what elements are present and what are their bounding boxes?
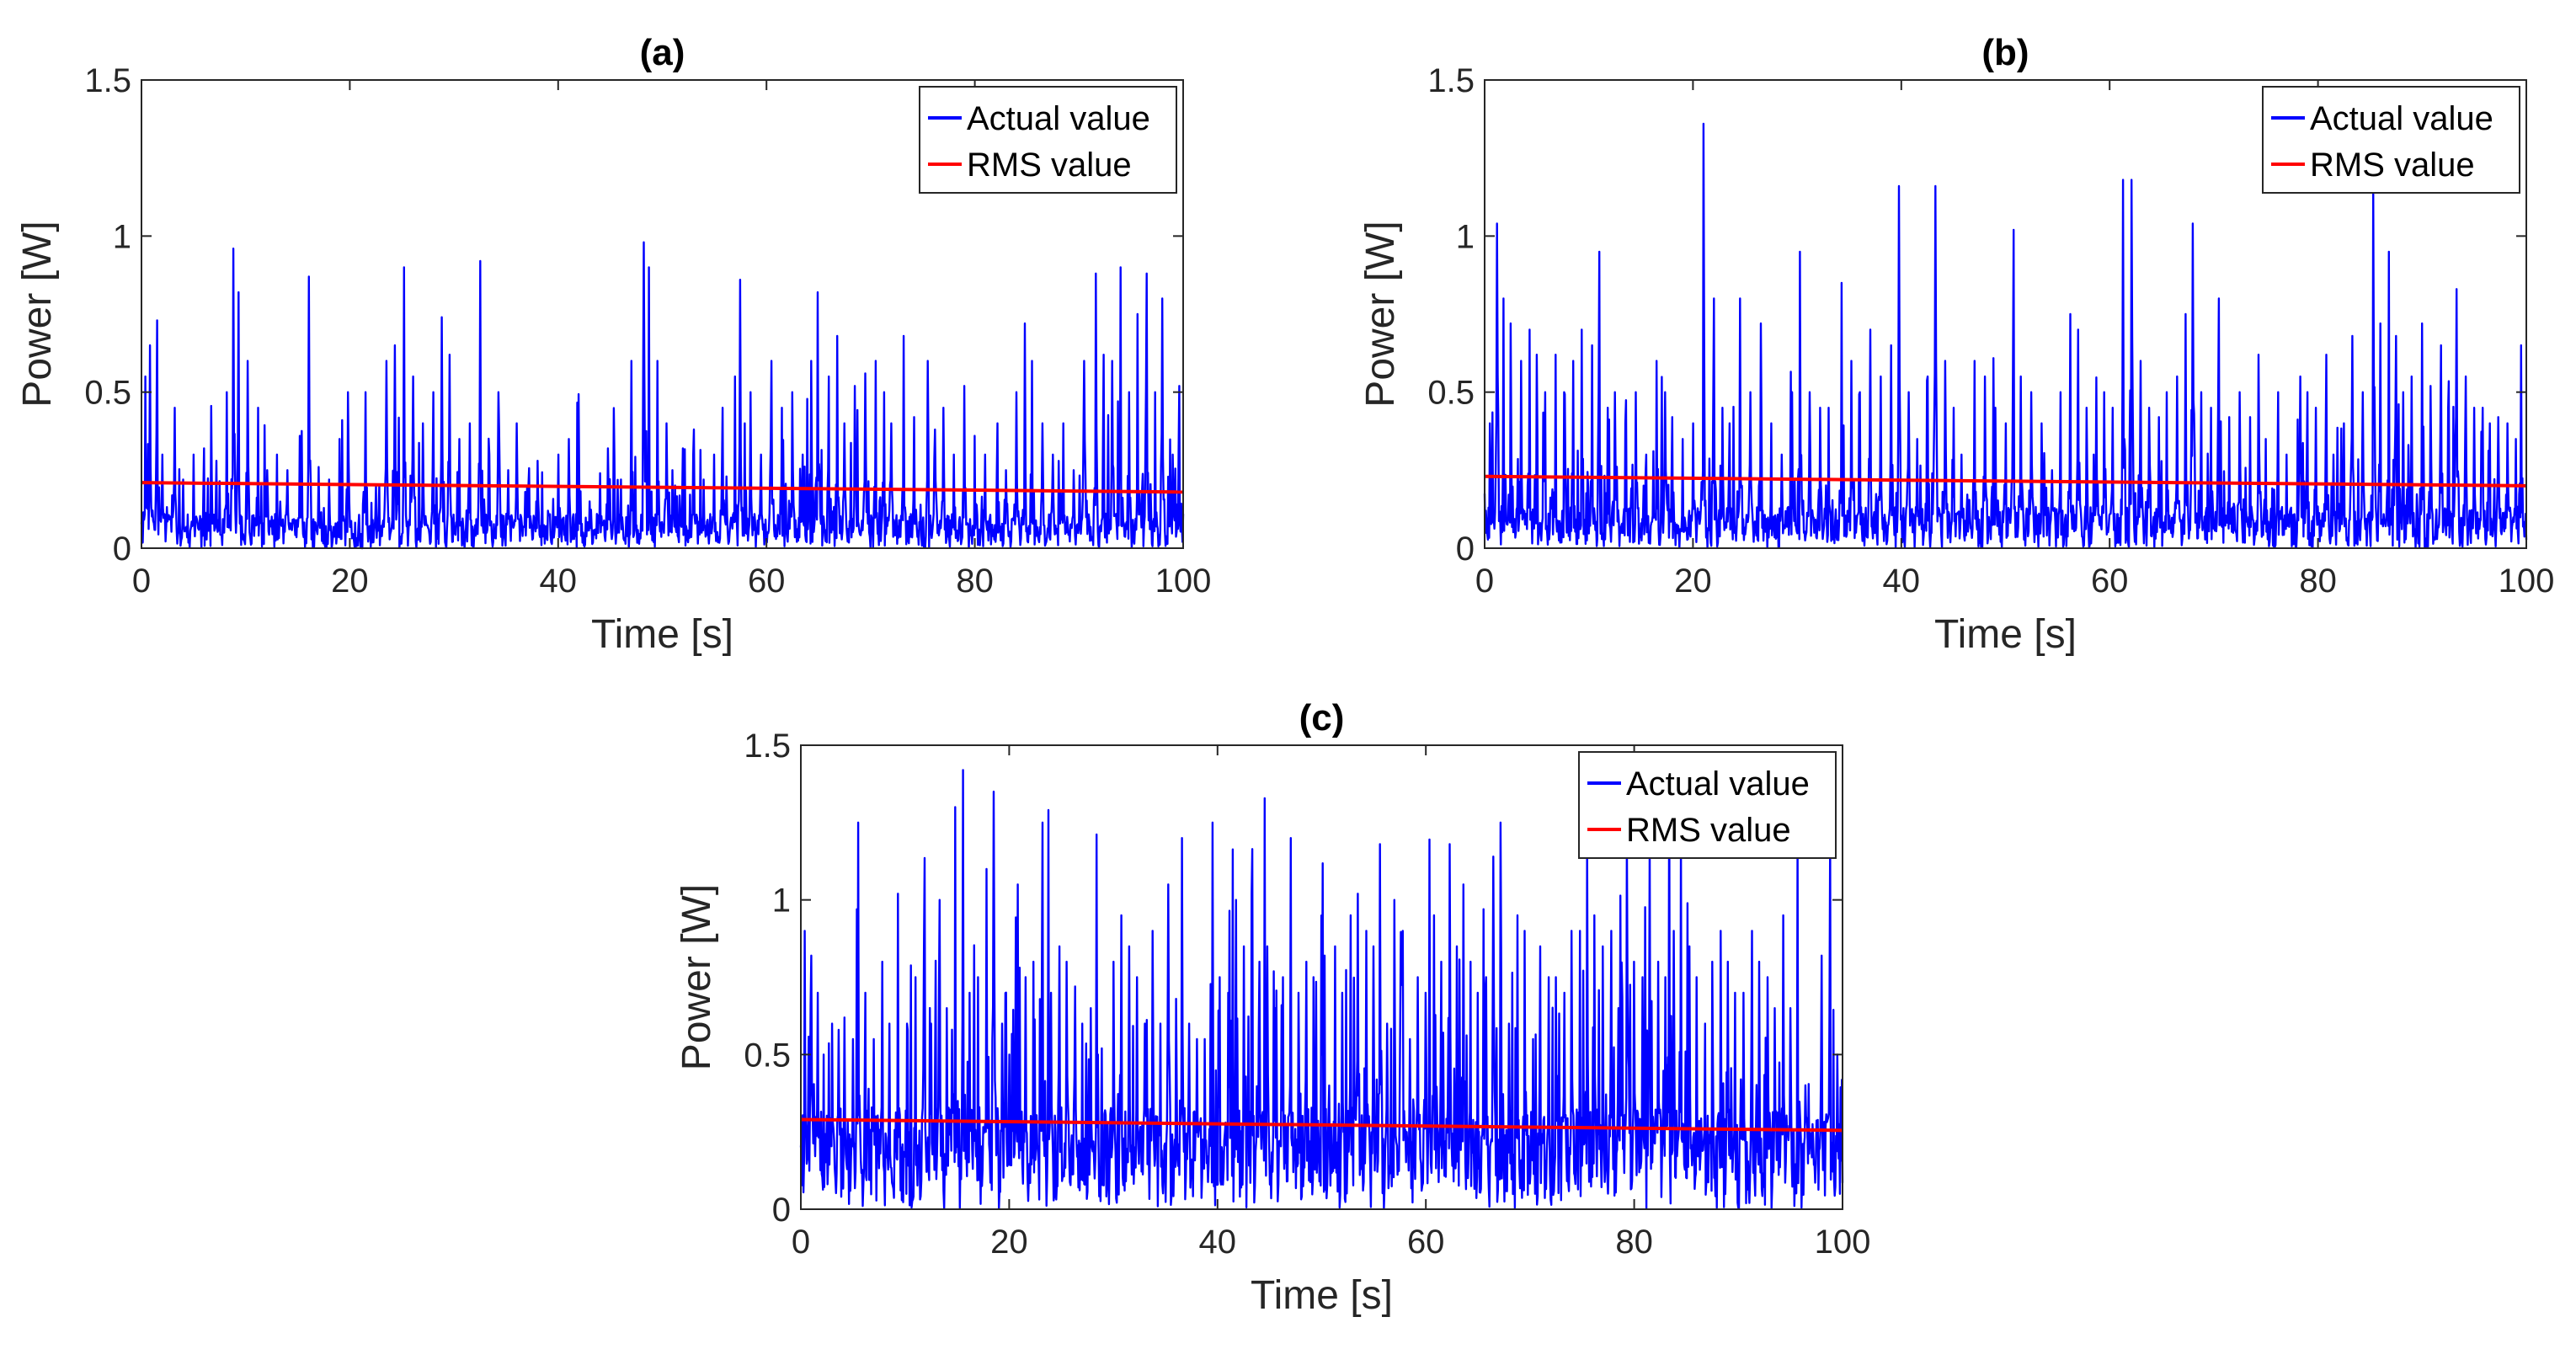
y-tick-label: 0.5 — [84, 375, 131, 412]
y-tick-label: 1 — [113, 218, 131, 255]
y-tick-label: 1 — [1456, 218, 1475, 255]
x-tick-label: 0 — [1475, 563, 1494, 600]
legend-box — [919, 86, 1177, 194]
x-axis-label: Time [s] — [1251, 1273, 1393, 1318]
rms-value-line — [141, 481, 1184, 494]
x-tick-label: 20 — [990, 1224, 1028, 1261]
x-tick-label: 80 — [956, 563, 994, 600]
y-tick-label: 0.5 — [744, 1037, 791, 1074]
x-tick-label: 60 — [1407, 1224, 1445, 1261]
x-tick-label: 60 — [748, 563, 786, 600]
chart-panel-3: (c) 0 20 40 60 80 100 0 0.5 1 1.5 Time [s] Power [W]… — [675, 697, 1870, 1318]
legend-label: RMS value — [1626, 812, 1791, 849]
legend: Actual value RMS value — [1578, 751, 1837, 859]
x-tick-label: 100 — [2499, 563, 2555, 600]
y-axis-label: Power [W] — [675, 884, 719, 1070]
legend: Actual value RMS value — [919, 86, 1177, 194]
x-tick-label: 40 — [1199, 1224, 1237, 1261]
y-tick-label: 1.5 — [84, 62, 131, 99]
x-tick-label: 0 — [132, 563, 151, 600]
x-tick-label: 40 — [540, 563, 578, 600]
legend-label: Actual value — [967, 100, 1150, 137]
actual-value-line — [1483, 122, 2528, 549]
y-tick-label: 0 — [1456, 531, 1475, 568]
series-actual-value — [1483, 122, 2528, 549]
legend-label: RMS value — [2310, 147, 2475, 184]
actual-value-line — [140, 241, 1185, 550]
legend-label: Actual value — [1626, 765, 1810, 802]
chart-title: (a) — [640, 32, 685, 73]
rms-value-line — [800, 1117, 1843, 1133]
legend-box — [2262, 86, 2520, 194]
y-tick-label: 1.5 — [744, 728, 791, 765]
y-tick-label: 1 — [772, 882, 791, 920]
axes-box — [800, 744, 1843, 1210]
legend: Actual value RMS value — [2262, 86, 2520, 194]
y-axis-label: Power [W] — [1358, 221, 1403, 407]
chart-panel-1: (a) 0 20 40 60 80 100 0 0.5 1 1.5 Time [s] Power [W]… — [15, 32, 1211, 657]
x-tick-label: 20 — [331, 563, 369, 600]
chart-title: (b) — [1981, 32, 2029, 73]
legend-label: RMS value — [967, 147, 1132, 184]
y-tick-label: 0 — [772, 1192, 791, 1229]
x-axis-label: Time [s] — [1934, 612, 2077, 657]
x-tick-label: 80 — [1615, 1224, 1653, 1261]
axes-box — [1484, 79, 2527, 549]
y-axis-label: Power [W] — [15, 221, 60, 407]
x-tick-label: 0 — [792, 1224, 810, 1261]
x-tick-label: 20 — [1674, 563, 1712, 600]
series-actual-value — [140, 241, 1185, 550]
axes-box — [141, 79, 1184, 549]
x-tick-label: 60 — [2091, 563, 2129, 600]
actual-value-line — [799, 757, 1844, 1210]
legend-box — [1578, 751, 1837, 859]
chart-panel-2: (b) 0 20 40 60 80 100 0 0.5 1 1.5 Time [s] Power [W]… — [1358, 32, 2554, 657]
rms-value-line — [1484, 474, 2527, 488]
y-tick-label: 0 — [113, 531, 131, 568]
legend-label: Actual value — [2310, 100, 2493, 137]
y-tick-label: 1.5 — [1427, 62, 1475, 99]
x-tick-label: 40 — [1883, 563, 1921, 600]
x-axis-label: Time [s] — [591, 612, 733, 657]
y-tick-label: 0.5 — [1427, 375, 1475, 412]
x-tick-label: 80 — [2299, 563, 2337, 600]
series-actual-value — [799, 757, 1844, 1210]
x-tick-label: 100 — [1815, 1224, 1871, 1261]
x-tick-label: 100 — [1155, 563, 1212, 600]
chart-title: (c) — [1299, 697, 1345, 738]
